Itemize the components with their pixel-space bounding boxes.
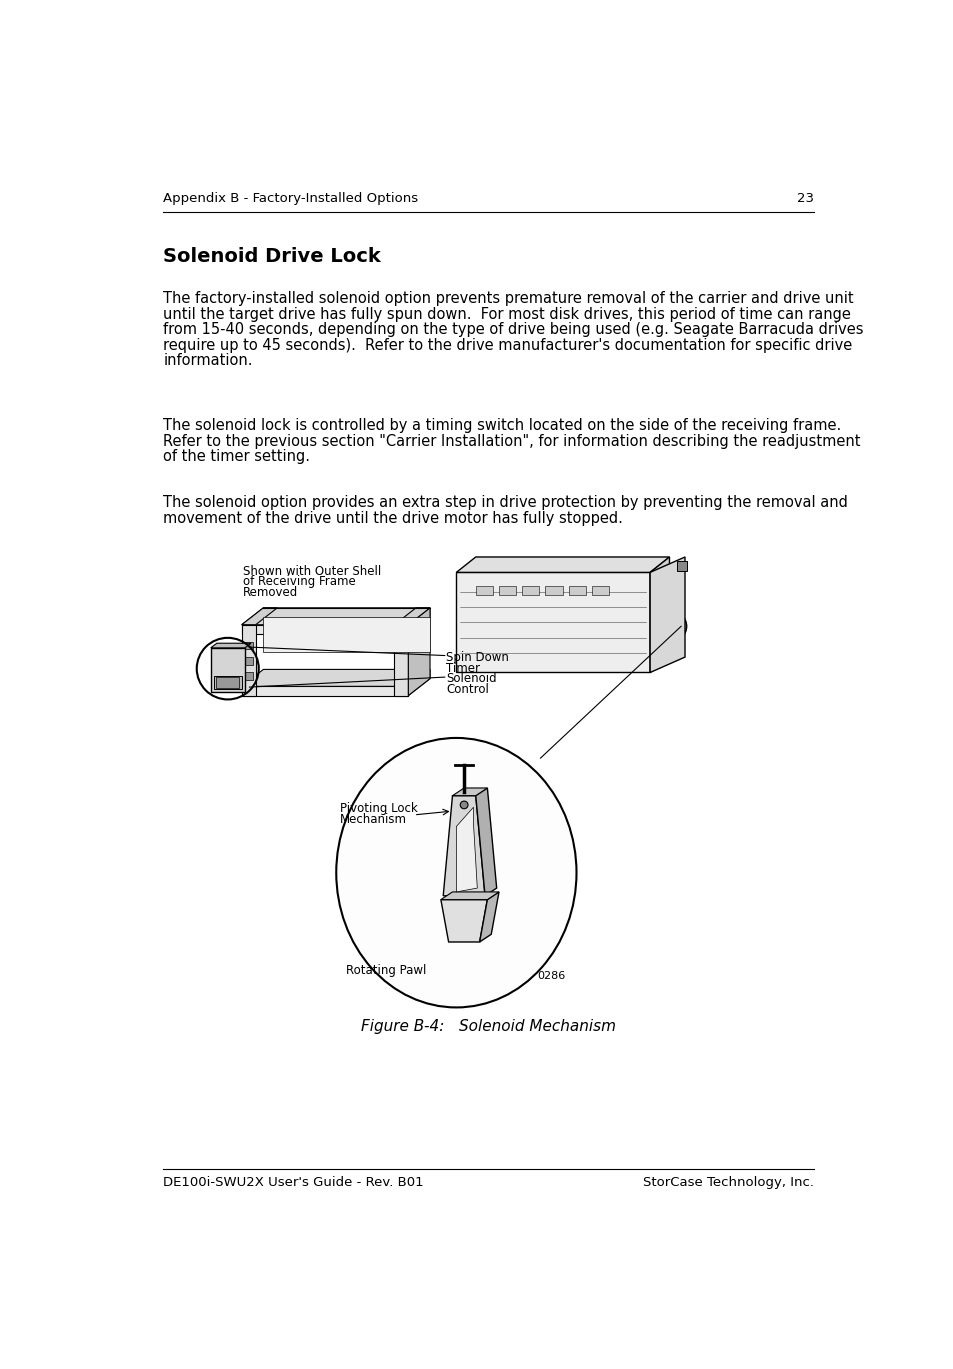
Circle shape [219, 654, 236, 672]
Polygon shape [408, 608, 430, 695]
Text: until the target drive has fully spun down.  For most disk drives, this period o: until the target drive has fully spun do… [163, 307, 850, 322]
Text: information.: information. [163, 353, 253, 368]
Polygon shape [521, 586, 538, 596]
Text: The solenoid option provides an extra step in drive protection by preventing the: The solenoid option provides an extra st… [163, 496, 847, 511]
Text: The solenoid lock is controlled by a timing switch located on the side of the re: The solenoid lock is controlled by a tim… [163, 419, 841, 434]
Polygon shape [456, 557, 669, 572]
Polygon shape [244, 642, 253, 649]
Text: DE100i-SWU2X User's Guide - Rev. B01: DE100i-SWU2X User's Guide - Rev. B01 [163, 1176, 423, 1190]
Polygon shape [216, 678, 239, 687]
Circle shape [621, 567, 626, 571]
Text: Solenoid Drive Lock: Solenoid Drive Lock [163, 248, 381, 267]
Polygon shape [440, 893, 498, 899]
Circle shape [337, 627, 342, 632]
Polygon shape [649, 557, 669, 672]
Text: from 15-40 seconds, depending on the type of drive being used (e.g. Seagate Barr: from 15-40 seconds, depending on the typ… [163, 322, 863, 337]
Circle shape [459, 801, 468, 809]
Text: Refer to the previous section "Carrier Installation", for information describing: Refer to the previous section "Carrier I… [163, 434, 860, 449]
Text: Control: Control [446, 683, 489, 697]
Polygon shape [479, 893, 498, 942]
Polygon shape [408, 608, 430, 634]
Polygon shape [568, 586, 585, 596]
Circle shape [497, 567, 502, 571]
Text: of Receiving Frame: of Receiving Frame [243, 575, 355, 589]
Circle shape [302, 627, 308, 632]
Text: The factory-installed solenoid option prevents premature removal of the carrier : The factory-installed solenoid option pr… [163, 292, 853, 307]
Text: Mechanism: Mechanism [340, 813, 407, 826]
Polygon shape [241, 669, 430, 686]
Circle shape [375, 627, 381, 632]
Polygon shape [263, 617, 430, 653]
Polygon shape [241, 624, 408, 634]
Circle shape [398, 663, 403, 667]
Polygon shape [213, 675, 241, 690]
Circle shape [655, 611, 686, 642]
Polygon shape [408, 669, 430, 695]
Polygon shape [241, 686, 408, 695]
Text: 0286: 0286 [537, 971, 565, 982]
Text: of the timer setting.: of the timer setting. [163, 449, 310, 464]
Polygon shape [241, 624, 255, 695]
Circle shape [398, 639, 403, 643]
Polygon shape [498, 586, 516, 596]
Polygon shape [394, 624, 408, 695]
Text: Rotating Pawl: Rotating Pawl [346, 964, 426, 976]
Polygon shape [649, 557, 684, 672]
Ellipse shape [335, 738, 576, 1008]
Circle shape [223, 658, 233, 668]
Text: 23: 23 [797, 193, 814, 205]
Polygon shape [677, 561, 686, 571]
Polygon shape [545, 586, 562, 596]
Polygon shape [476, 586, 493, 596]
Circle shape [529, 567, 534, 571]
Circle shape [591, 567, 596, 571]
Polygon shape [241, 608, 277, 624]
Text: StorCase Technology, Inc.: StorCase Technology, Inc. [642, 1176, 814, 1190]
Text: Shown with Outer Shell: Shown with Outer Shell [243, 564, 381, 578]
Text: movement of the drive until the drive motor has fully stopped.: movement of the drive until the drive mo… [163, 511, 622, 526]
Text: Removed: Removed [243, 586, 298, 600]
Polygon shape [443, 795, 484, 895]
Text: Pivoting Lock: Pivoting Lock [340, 802, 417, 815]
Text: require up to 45 seconds).  Refer to the drive manufacturer's documentation for : require up to 45 seconds). Refer to the … [163, 338, 852, 353]
Circle shape [272, 627, 276, 632]
Polygon shape [241, 608, 430, 624]
Polygon shape [244, 672, 253, 680]
Circle shape [559, 567, 564, 571]
Polygon shape [452, 789, 487, 795]
Polygon shape [476, 789, 497, 895]
Polygon shape [211, 643, 251, 648]
Polygon shape [211, 648, 245, 691]
Polygon shape [394, 608, 430, 624]
Text: Figure B-4:   Solenoid Mechanism: Figure B-4: Solenoid Mechanism [361, 1019, 616, 1034]
Polygon shape [244, 657, 253, 665]
Text: Appendix B - Factory-Installed Options: Appendix B - Factory-Installed Options [163, 193, 418, 205]
Text: Solenoid: Solenoid [446, 672, 497, 686]
Text: Spin Down: Spin Down [446, 650, 509, 664]
Text: Timer: Timer [446, 661, 479, 675]
Polygon shape [592, 586, 608, 596]
Polygon shape [456, 572, 649, 672]
Circle shape [662, 619, 679, 634]
Polygon shape [456, 808, 476, 893]
Polygon shape [440, 899, 487, 942]
